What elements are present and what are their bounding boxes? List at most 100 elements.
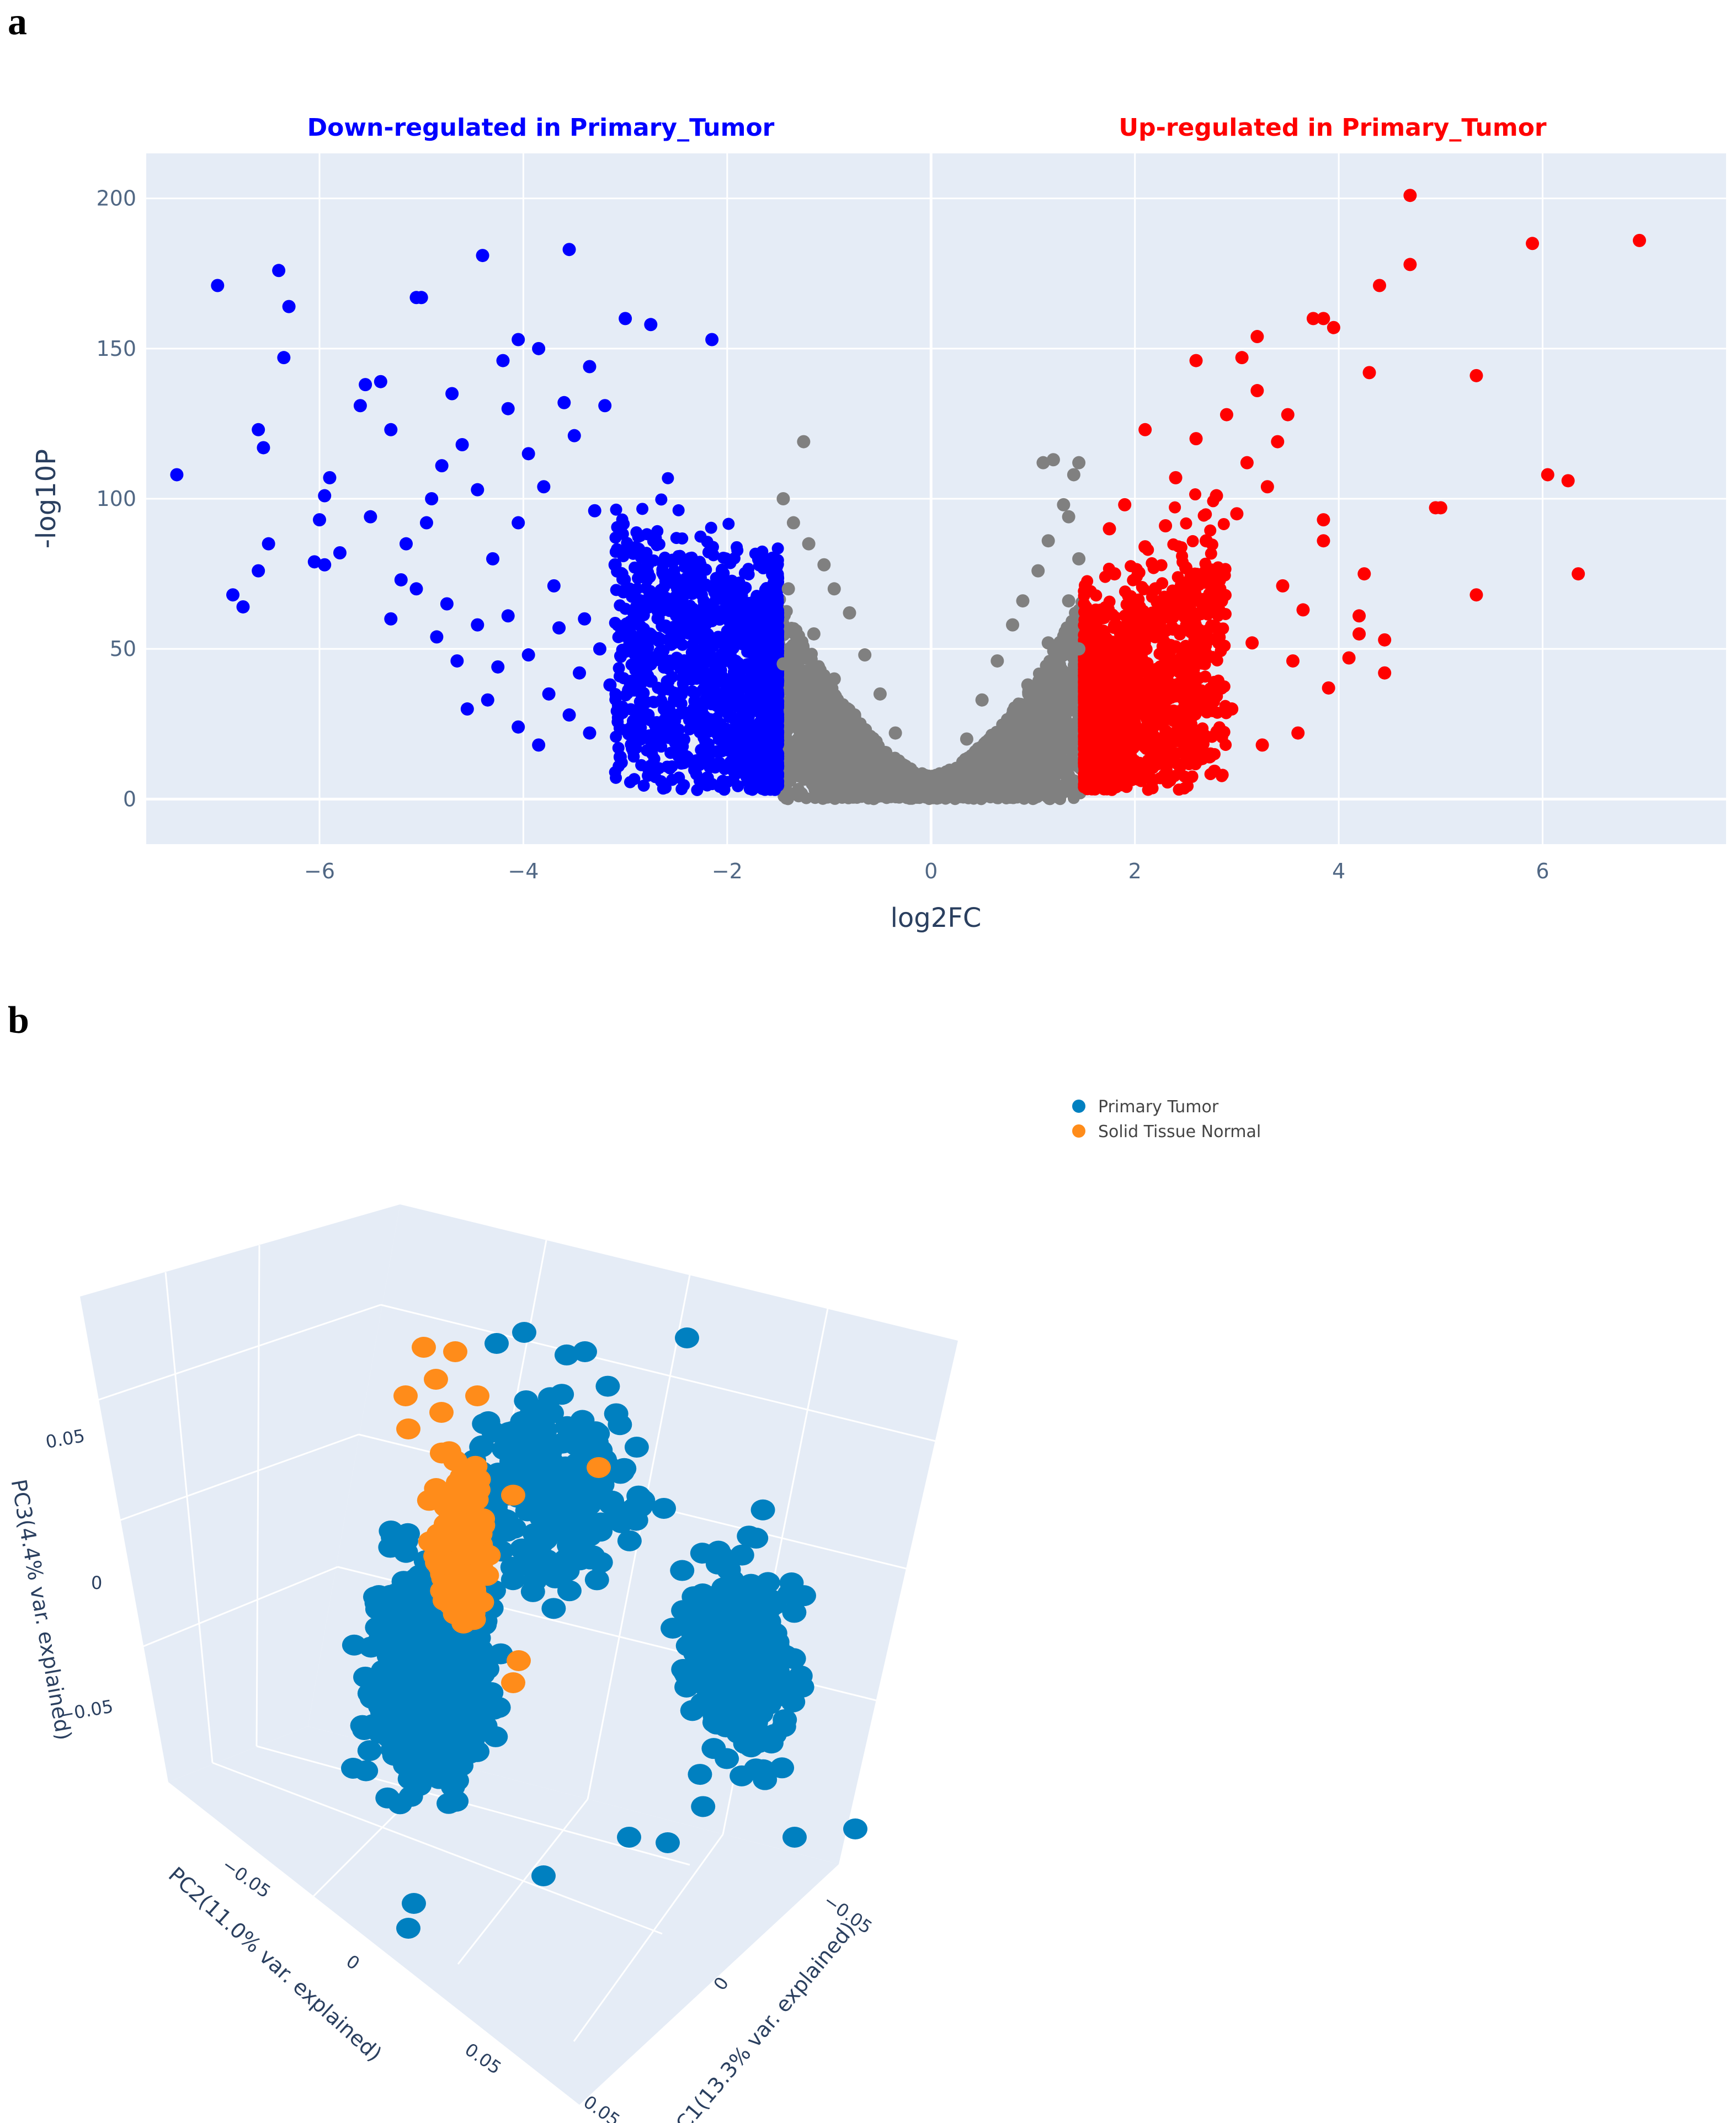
volcano-point-down <box>684 552 696 564</box>
volcano-point-up <box>1169 501 1181 514</box>
volcano-point-ns <box>842 772 855 785</box>
volcano-point-down <box>648 718 661 731</box>
volcano-point-ns <box>1031 773 1044 786</box>
volcano-point-up <box>1200 508 1212 521</box>
volcano-point-down <box>648 696 661 708</box>
volcano-point-ns <box>1053 788 1066 801</box>
volcano-point-ns <box>950 788 963 801</box>
volcano-point-ns <box>798 680 811 693</box>
volcano-point-ns <box>856 726 869 739</box>
volcano-point-ns <box>824 791 837 803</box>
volcano-point-down <box>609 616 621 629</box>
volcano-point-up <box>1081 575 1094 588</box>
volcano-point-ns <box>1036 786 1049 799</box>
volcano-point-up <box>1155 648 1168 661</box>
volcano-point-ns <box>838 743 850 756</box>
volcano-point-ns <box>816 744 828 757</box>
volcano-points <box>170 189 1646 806</box>
volcano-point-ns <box>972 753 985 766</box>
volcano-point-ns <box>1025 700 1037 712</box>
volcano-point-up <box>1158 590 1171 603</box>
volcano-point-down <box>712 733 725 746</box>
volcano-point-down <box>630 526 643 538</box>
volcano-point-down <box>662 472 674 484</box>
volcano-point-ns <box>1039 680 1051 692</box>
volcano-point-up <box>1180 732 1193 745</box>
volcano-point-down <box>622 540 635 552</box>
volcano-point-down <box>629 664 642 676</box>
volcano-point-ns <box>882 760 894 772</box>
volcano-point-ns <box>821 722 833 735</box>
volcano-point-ns <box>1040 659 1052 672</box>
volcano-point-ns <box>928 770 941 783</box>
volcano-point-ns <box>1025 721 1038 734</box>
volcano-point-down <box>655 493 668 506</box>
volcano-point-up <box>1187 586 1200 599</box>
volcano-point-ns <box>787 639 800 652</box>
volcano-point-ns <box>789 665 801 678</box>
volcano-point-ns <box>786 758 798 771</box>
volcano-point-up <box>1208 684 1221 697</box>
volcano-point-ns <box>796 787 808 799</box>
volcano-point-up <box>1158 636 1171 648</box>
volcano-point-down <box>713 745 726 758</box>
panel-label-a: a <box>8 1 27 43</box>
volcano-point-ns <box>1056 663 1068 676</box>
volcano-point-down <box>612 631 625 643</box>
volcano-point-down <box>631 639 644 652</box>
volcano-point-ns <box>1038 715 1051 728</box>
volcano-point-ns <box>787 622 800 634</box>
volcano-point-down <box>651 525 664 537</box>
volcano-point-ns <box>807 767 819 780</box>
volcano-point-ns <box>828 750 841 762</box>
volcano-point-down <box>760 559 773 572</box>
volcano-point-up <box>1136 678 1148 690</box>
volcano-point-down <box>721 776 734 788</box>
volcano-point-down <box>637 779 650 792</box>
volcano-point-down <box>717 551 729 564</box>
volcano-point-ns <box>841 781 854 794</box>
volcano-point-down <box>738 567 751 579</box>
volcano-point-ns <box>861 769 874 782</box>
volcano-point-up <box>1217 518 1230 530</box>
volcano-point-ns <box>802 669 815 681</box>
volcano-point-ns <box>966 762 979 775</box>
volcano-point-ns <box>862 792 875 805</box>
volcano-point-ns <box>1066 700 1079 712</box>
volcano-point-ns <box>793 770 806 783</box>
volcano-point-down <box>722 744 734 757</box>
volcano-point-down <box>626 742 638 755</box>
volcano-point-down <box>716 564 728 577</box>
volcano-point-down <box>631 583 643 595</box>
volcano-point-down <box>728 552 741 564</box>
volcano-point-ns <box>823 693 836 706</box>
volcano-point-down <box>617 550 630 563</box>
volcano-point-up <box>1172 540 1185 553</box>
volcano-point-up <box>1119 585 1131 598</box>
volcano-point-up <box>1168 641 1180 653</box>
volcano-point-ns <box>812 689 825 701</box>
volcano-point-down <box>629 561 641 574</box>
volcano-point-ns <box>819 710 832 723</box>
volcano-point-ns <box>829 714 842 727</box>
volcano-point-ns <box>987 768 1000 781</box>
volcano-point-down <box>771 558 784 571</box>
volcano-point-down <box>658 551 671 564</box>
volcano-point-up <box>1169 690 1181 703</box>
volcano-point-ns <box>1045 761 1057 774</box>
volcano-point-ns <box>780 792 792 805</box>
volcano-point-down <box>731 541 743 553</box>
volcano-point-ns <box>786 712 799 725</box>
volcano-point-ns <box>821 769 833 781</box>
volcano-point-ns <box>864 755 877 767</box>
volcano-point-down <box>630 729 643 742</box>
volcano-point-down <box>641 744 653 757</box>
volcano-point-down <box>658 581 670 594</box>
volcano-point-down <box>616 643 629 656</box>
volcano-point-ns <box>1037 745 1050 758</box>
volcano-point-down <box>614 599 626 612</box>
volcano-point-ns <box>1016 775 1029 788</box>
volcano-point-ns <box>1013 705 1025 718</box>
